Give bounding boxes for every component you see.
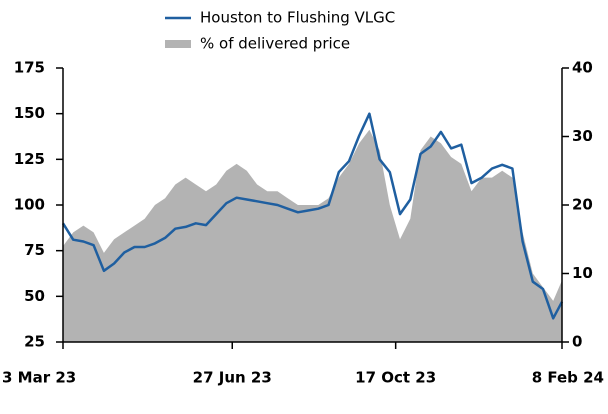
y-tick-label: 150 (14, 104, 45, 122)
x-tick-label: 27 Jun 23 (193, 369, 272, 387)
y-tick-label: 125 (14, 150, 45, 168)
legend-swatch (165, 40, 191, 48)
y2-tick-label: 0 (572, 333, 582, 351)
legend-label: % of delivered price (200, 35, 350, 53)
y-tick-label: 75 (24, 241, 45, 259)
x-tick-label: 3 Mar 23 (2, 369, 76, 387)
y2-tick-label: 10 (572, 264, 593, 282)
line (61, 112, 564, 320)
x-tick-label: 17 Oct 23 (355, 369, 436, 387)
legend-label: Houston to Flushing VLGC (200, 9, 395, 27)
y-tick-label: 50 (24, 287, 45, 305)
y-tick-label: 100 (14, 196, 45, 214)
y2-tick-label: 30 (572, 127, 593, 145)
x-tick-label: 8 Feb 24 (532, 369, 604, 387)
y-tick-label: 175 (14, 59, 45, 77)
y2-tick-label: 40 (572, 59, 593, 77)
area (63, 129, 562, 342)
y2-tick-label: 20 (572, 196, 593, 214)
y-tick-label: 25 (24, 333, 45, 351)
